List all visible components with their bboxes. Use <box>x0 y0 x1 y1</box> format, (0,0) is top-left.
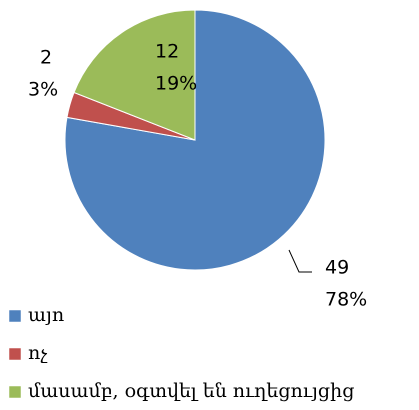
pie-slice <box>73 9 196 141</box>
percent-label: 19% <box>155 73 197 95</box>
legend-swatch <box>8 385 22 399</box>
legend-label: այո <box>28 304 64 326</box>
legend-swatch <box>8 347 22 361</box>
data-label: 2 <box>40 47 52 69</box>
percent-label: 78% <box>325 289 367 311</box>
legend-label: ոչ <box>28 342 47 364</box>
data-label: 12 <box>155 41 179 63</box>
legend-swatch <box>8 309 22 323</box>
percent-label: 3% <box>28 79 58 101</box>
legend-label: մասամբ, օգտվել են ուղեցույցից <box>28 380 354 402</box>
data-label: 49 <box>325 257 349 279</box>
leader-line <box>288 249 312 273</box>
